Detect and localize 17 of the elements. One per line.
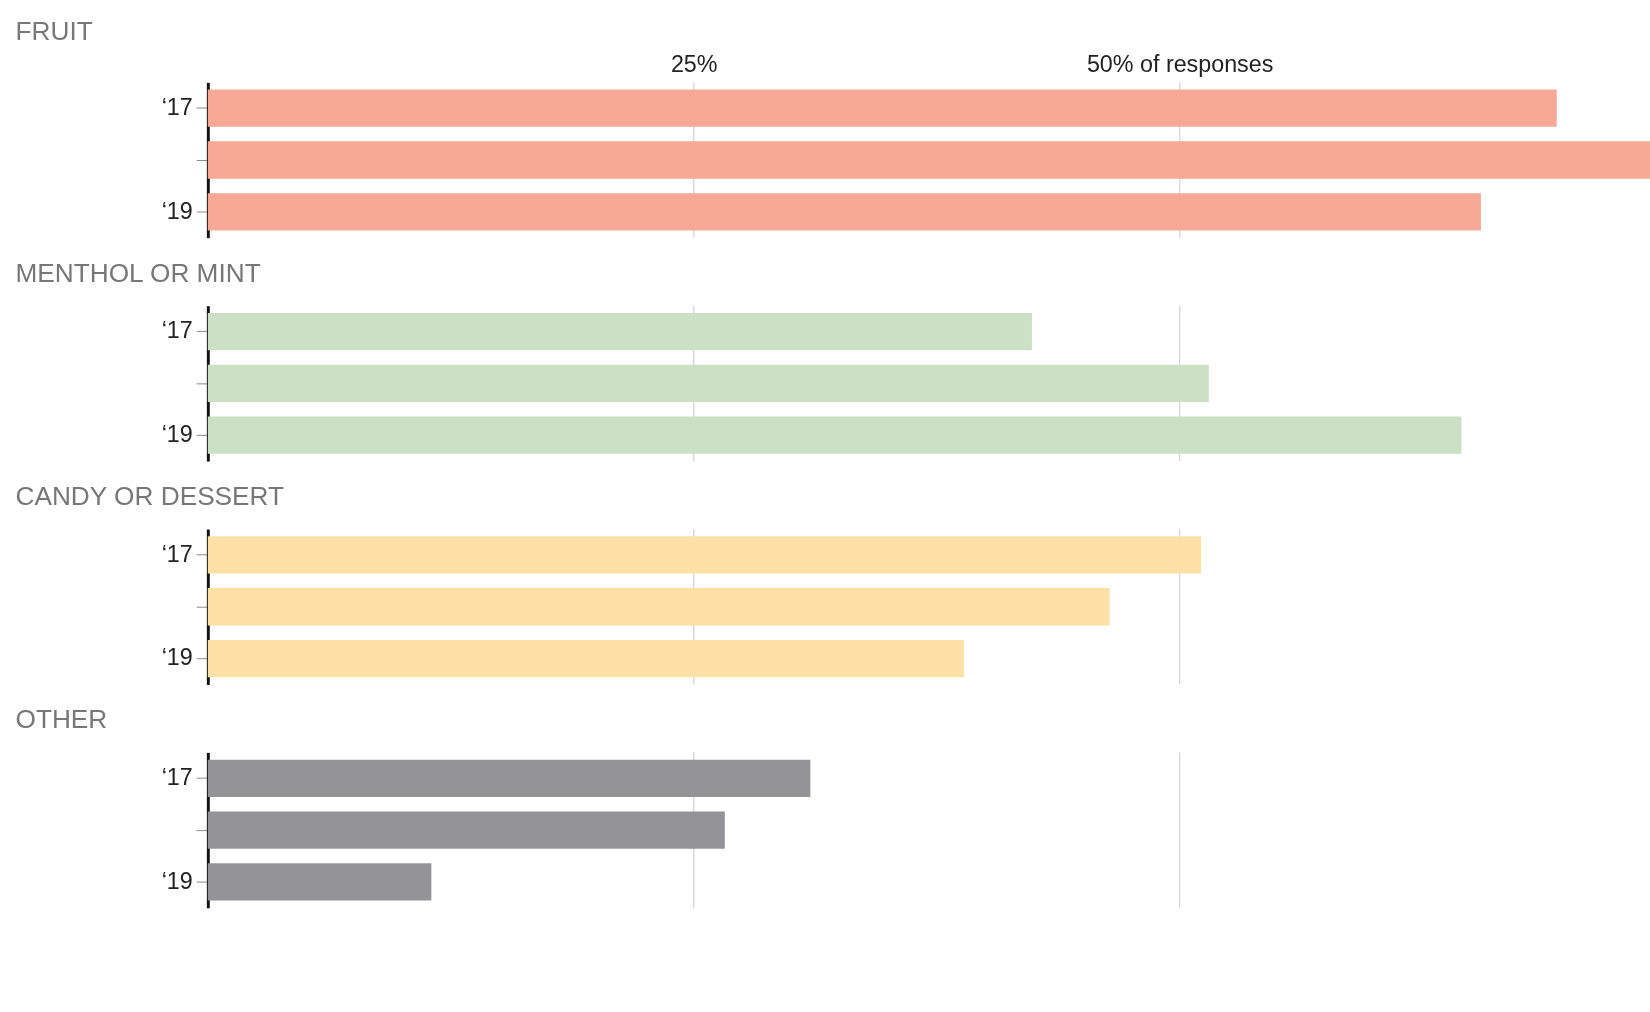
y-tick-label: ‘19	[161, 197, 193, 224]
y-tick-label: ‘17	[161, 540, 193, 567]
y-tick-label: ‘17	[161, 764, 193, 791]
bar	[207, 193, 1481, 231]
bar	[207, 89, 1557, 127]
y-tick-label: ‘17	[161, 317, 193, 344]
bar	[207, 141, 1650, 179]
x-tick-label: 50% of responses	[1086, 51, 1274, 78]
x-tick-label: 25%	[670, 51, 718, 78]
chart-title: MENTHOL OR MINT	[15, 257, 261, 288]
chart-title: CANDY OR DESSERT	[15, 481, 285, 512]
y-tick-label: ‘19	[161, 867, 193, 894]
y-tick-label: ‘17	[161, 94, 193, 121]
chart-title: FRUIT	[15, 15, 93, 46]
y-tick-label: ‘19	[161, 644, 193, 671]
chart-title: OTHER	[15, 704, 108, 735]
y-tick-label: ‘19	[161, 420, 193, 447]
